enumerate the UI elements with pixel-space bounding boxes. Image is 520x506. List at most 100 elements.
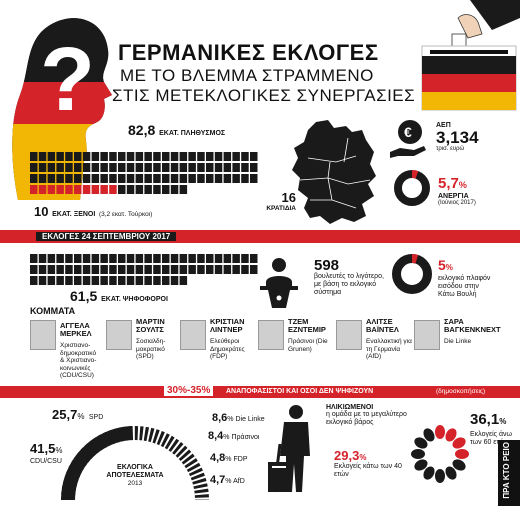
unemployment-value: 5,7 — [438, 175, 459, 192]
voter-block — [65, 265, 73, 274]
under40-stat: 29,3% Εκλογείς κάτω των 40 ετών — [334, 448, 410, 479]
population-block — [223, 174, 232, 183]
voter-block — [206, 276, 214, 285]
population-block — [188, 174, 196, 183]
party-name-4b: ΕΖΝΤΕΜΙΡ — [288, 325, 326, 334]
population-block — [250, 185, 258, 194]
voter-block — [74, 276, 82, 285]
population-block — [179, 152, 188, 161]
voter-block — [56, 265, 64, 274]
voter-block — [109, 276, 117, 285]
population-block — [30, 174, 38, 183]
fdp-pct: % — [225, 456, 232, 463]
party-name-1b: ΜΕΡΚΕΛ — [60, 329, 92, 338]
population-block — [126, 185, 135, 194]
population-block — [162, 152, 170, 161]
voter-block — [126, 276, 135, 285]
population-block — [109, 163, 117, 172]
afd-label: AfD — [233, 478, 245, 485]
threshold-segment — [392, 254, 432, 294]
results-semicircle — [60, 426, 209, 501]
population-block — [56, 163, 64, 172]
unemployment-donut — [394, 170, 430, 206]
party-desc-1: Χριστιανο-δημοκρατικό & Χριστιανο-κοινων… — [60, 342, 97, 379]
cdu-pct: % — [55, 446, 63, 455]
voter-block — [214, 276, 223, 285]
voter-block — [162, 254, 170, 263]
gdp-label: ΑΕΠ — [436, 122, 451, 129]
voter-block — [250, 265, 258, 274]
population-block — [153, 174, 161, 183]
voter-block — [197, 265, 205, 274]
voter-block — [153, 276, 161, 285]
voter-block — [144, 254, 152, 263]
population-block — [100, 163, 108, 172]
unemployment-pct: % — [458, 180, 467, 190]
result-afd: 4,7% AfD — [210, 474, 245, 486]
results-center-label: ΕΚΛΟΓΙΚΑ ΑΠΟΤΕΛΕΣΜΑΤΑ — [106, 464, 164, 479]
under40-label: Εκλογείς κάτω των 40 ετών — [334, 463, 402, 478]
voter-block — [135, 254, 144, 263]
voter-block — [197, 276, 205, 285]
population-block — [100, 174, 108, 183]
linke-pct: % — [227, 416, 234, 423]
population-block — [170, 152, 179, 161]
population-block — [118, 174, 126, 183]
linke-label: Die Linke — [235, 416, 265, 423]
voter-block — [74, 265, 82, 274]
voter-block — [126, 254, 135, 263]
undecided-note: (δημοσκοπήσεις) — [436, 388, 486, 395]
podium-speaker-icon — [260, 258, 298, 308]
population-block — [144, 152, 152, 161]
population-block — [153, 163, 161, 172]
fdp-label: FDP — [233, 456, 248, 463]
cdu-value: 41,5 — [30, 441, 56, 456]
voter-block — [232, 254, 240, 263]
population-stat: 82,8 ΕΚΑΤ. ΠΛΗΘΥΣΜΟΣ — [128, 122, 225, 138]
deputies-desc: βουλευτές το λιγότερο, με βάση το εκλογι… — [314, 273, 384, 296]
under40-value: 29,3 — [334, 448, 360, 463]
gdp-stat: ΑΕΠ 3,134 τρισ. ευρώ — [436, 122, 479, 153]
over60-segment — [455, 449, 469, 459]
over60-segment — [452, 459, 466, 471]
voter-block — [232, 265, 240, 274]
population-block — [65, 185, 73, 194]
voter-block — [206, 254, 214, 263]
population-block — [65, 152, 73, 161]
population-block — [188, 152, 196, 161]
voter-block — [109, 265, 117, 274]
wagenknecht-photo — [414, 320, 440, 350]
over60-label: Εκλογείς άνω των 60 ετών — [470, 431, 512, 446]
spd-pct: % — [77, 412, 85, 421]
voter-block — [74, 254, 82, 263]
voter-block — [47, 254, 56, 263]
over60-segment — [414, 437, 428, 449]
voter-block — [118, 254, 126, 263]
population-block — [91, 185, 100, 194]
party-name-6: ΣΑΡΑ — [444, 317, 464, 326]
population-block — [250, 174, 258, 183]
population-block — [232, 152, 240, 161]
population-block — [135, 174, 144, 183]
voter-block — [65, 276, 73, 285]
population-block — [56, 152, 64, 161]
population-block — [65, 163, 73, 172]
population-block — [74, 163, 82, 172]
population-block — [82, 185, 91, 194]
party-name-1: ΑΓΓΕΛΑ — [60, 321, 90, 330]
population-block — [118, 152, 126, 161]
deputies-value: 598 — [314, 257, 340, 274]
voters-grid — [30, 254, 258, 285]
population-block — [126, 152, 135, 161]
party-name-5b: ΒΑΪΝΤΕΛ — [366, 325, 399, 334]
population-block — [197, 174, 205, 183]
page-title: ΓΕΡΜΑΝΙΚΕΣ ΕΚΛΟΓΕΣ — [118, 40, 379, 65]
population-block — [188, 185, 196, 194]
voter-block — [109, 254, 117, 263]
population-block — [38, 185, 47, 194]
over60-value: 36,1 — [470, 411, 500, 428]
population-block — [162, 185, 170, 194]
unemployment-label: ΑΝΕΡΓΙΑ — [438, 193, 469, 200]
greens-label: Πράσινοι — [231, 434, 260, 441]
voter-block — [170, 265, 179, 274]
